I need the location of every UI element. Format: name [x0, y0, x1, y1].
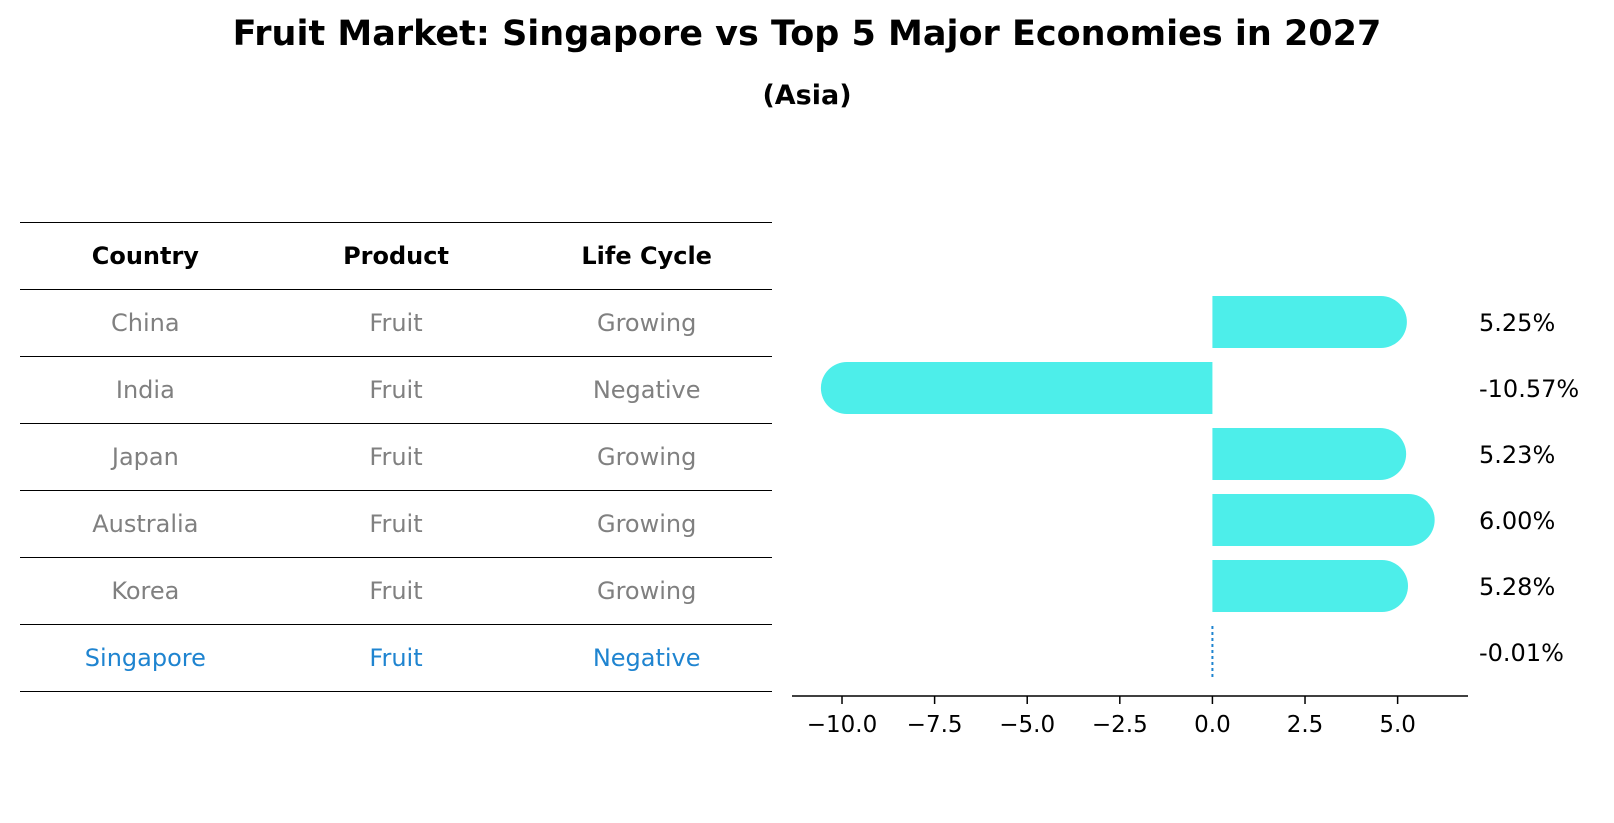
table-row: Korea Fruit Growing — [20, 558, 772, 625]
value-label-india: -10.57% — [1479, 375, 1579, 403]
value-label-korea: 5.28% — [1479, 573, 1555, 601]
cell-country: Korea — [111, 577, 180, 605]
cell-product: Fruit — [369, 510, 423, 538]
cell-product: Fruit — [369, 309, 423, 337]
cell-life-cycle: Negative — [592, 644, 701, 672]
bar-australia — [1212, 494, 1435, 546]
cell-country: Japan — [111, 443, 179, 471]
x-tick-label: −5.0 — [999, 712, 1055, 738]
bar-korea — [1212, 560, 1408, 612]
x-tick-label: −7.5 — [907, 712, 963, 738]
cell-life-cycle: Negative — [592, 376, 701, 404]
value-label-japan: 5.23% — [1479, 441, 1555, 469]
cell-life-cycle: Growing — [596, 309, 697, 337]
value-label-australia: 6.00% — [1479, 507, 1555, 535]
x-tick-label: 5.0 — [1379, 712, 1416, 738]
x-tick-label: 2.5 — [1287, 712, 1324, 738]
cell-country: Australia — [92, 510, 199, 538]
x-tick-label: 0.0 — [1194, 712, 1231, 738]
cell-country: India — [115, 376, 175, 404]
table-row: Japan Fruit Growing — [20, 424, 772, 491]
bar-japan — [1212, 428, 1407, 480]
cell-product: Fruit — [369, 644, 423, 672]
bar-china — [1212, 296, 1407, 348]
cell-life-cycle: Growing — [596, 443, 697, 471]
chart-subtitle: (Asia) — [762, 80, 852, 111]
table-row: India Fruit Negative — [20, 357, 772, 424]
table-header-row: Country Product Life Cycle — [20, 223, 772, 290]
cell-country: China — [111, 309, 180, 337]
x-tick-label: −2.5 — [1092, 712, 1148, 738]
cell-product: Fruit — [369, 376, 423, 404]
data-table: Country Product Life Cycle China Fruit G… — [20, 222, 772, 692]
table-row: Australia Fruit Growing — [20, 491, 772, 558]
cell-life-cycle: Growing — [596, 577, 697, 605]
bar-india — [820, 362, 1213, 414]
x-tick-label: −10.0 — [807, 712, 877, 738]
header-country: Country — [91, 242, 199, 270]
cell-country: Singapore — [84, 644, 206, 672]
cell-life-cycle: Growing — [596, 510, 697, 538]
cell-product: Fruit — [369, 443, 423, 471]
value-label-china: 5.25% — [1479, 309, 1555, 337]
header-product: Product — [343, 242, 449, 270]
header-life-cycle: Life Cycle — [581, 242, 712, 270]
chart-title: Fruit Market: Singapore vs Top 5 Major E… — [232, 14, 1382, 54]
table-row-highlight: Singapore Fruit Negative — [20, 625, 772, 692]
table-row: China Fruit Growing — [20, 290, 772, 357]
cell-product: Fruit — [369, 577, 423, 605]
value-label-singapore: -0.01% — [1479, 639, 1564, 667]
